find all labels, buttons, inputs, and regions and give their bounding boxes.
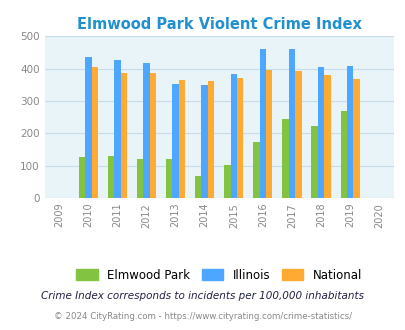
Bar bbox=[265, 70, 272, 198]
Bar bbox=[108, 156, 114, 198]
Bar bbox=[178, 80, 185, 198]
Bar bbox=[79, 157, 85, 198]
Bar bbox=[340, 111, 346, 198]
Bar bbox=[85, 57, 91, 198]
Bar bbox=[230, 75, 237, 198]
Bar bbox=[317, 67, 324, 198]
Bar bbox=[282, 119, 288, 198]
Bar bbox=[195, 176, 201, 198]
Text: © 2024 CityRating.com - https://www.cityrating.com/crime-statistics/: © 2024 CityRating.com - https://www.city… bbox=[54, 313, 351, 321]
Bar bbox=[120, 73, 127, 198]
Bar bbox=[114, 60, 120, 198]
Bar bbox=[294, 71, 301, 198]
Bar bbox=[91, 67, 98, 198]
Bar bbox=[311, 125, 317, 198]
Legend: Elmwood Park, Illinois, National: Elmwood Park, Illinois, National bbox=[76, 269, 361, 281]
Bar bbox=[224, 165, 230, 198]
Bar bbox=[172, 84, 178, 198]
Bar bbox=[201, 85, 207, 198]
Bar bbox=[207, 81, 214, 198]
Bar bbox=[136, 158, 143, 198]
Bar bbox=[352, 79, 359, 198]
Bar bbox=[259, 49, 265, 198]
Bar bbox=[324, 76, 330, 198]
Bar bbox=[237, 78, 243, 198]
Bar bbox=[143, 63, 149, 198]
Title: Elmwood Park Violent Crime Index: Elmwood Park Violent Crime Index bbox=[77, 17, 361, 32]
Text: Crime Index corresponds to incidents per 100,000 inhabitants: Crime Index corresponds to incidents per… bbox=[41, 291, 364, 301]
Bar bbox=[253, 142, 259, 198]
Bar bbox=[346, 66, 352, 198]
Bar bbox=[149, 73, 156, 198]
Bar bbox=[166, 158, 172, 198]
Bar bbox=[288, 49, 294, 198]
